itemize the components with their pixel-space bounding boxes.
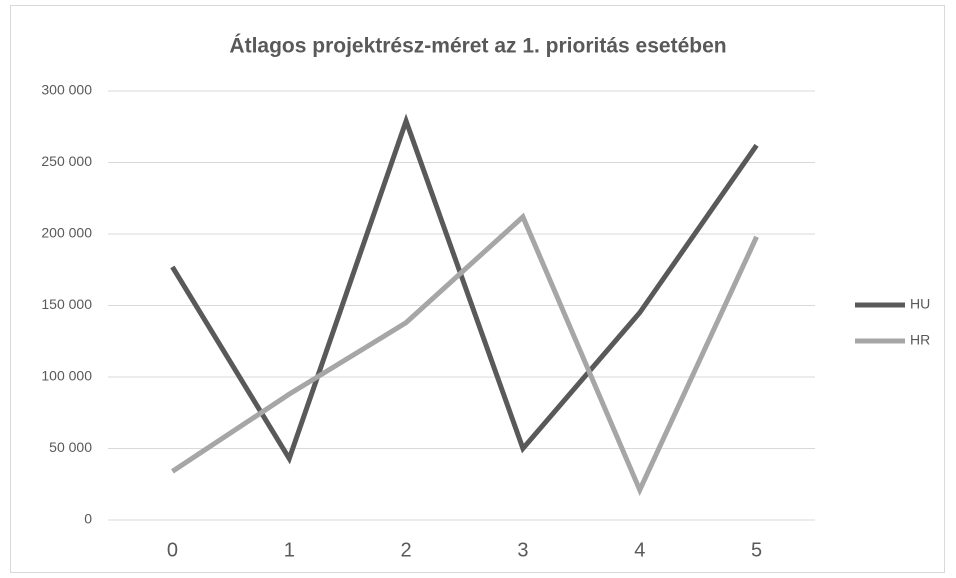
chart-border [10, 5, 945, 573]
x-tick-label: 4 [634, 539, 645, 561]
y-tick-label: 100 000 [41, 368, 92, 384]
x-tick-label: 5 [751, 539, 762, 561]
y-tick-label: 0 [84, 511, 92, 527]
x-tick-label: 1 [284, 539, 295, 561]
y-tick-label: 50 000 [49, 439, 92, 455]
data-line [171, 212, 759, 497]
y-tick-label: 300 000 [41, 82, 92, 98]
x-tick-label: 0 [167, 539, 178, 561]
legend-label: HU [910, 296, 930, 312]
x-tick-label: 2 [401, 539, 412, 561]
data-line [170, 113, 759, 465]
y-tick-label: 200 000 [41, 225, 92, 241]
y-tick-label: 250 000 [41, 153, 92, 169]
legend-label: HR [910, 332, 930, 348]
x-tick-label: 3 [517, 539, 528, 561]
y-tick-label: 150 000 [41, 296, 92, 312]
chart-title: Átlagos projektrész-méret az 1. prioritá… [229, 35, 726, 58]
